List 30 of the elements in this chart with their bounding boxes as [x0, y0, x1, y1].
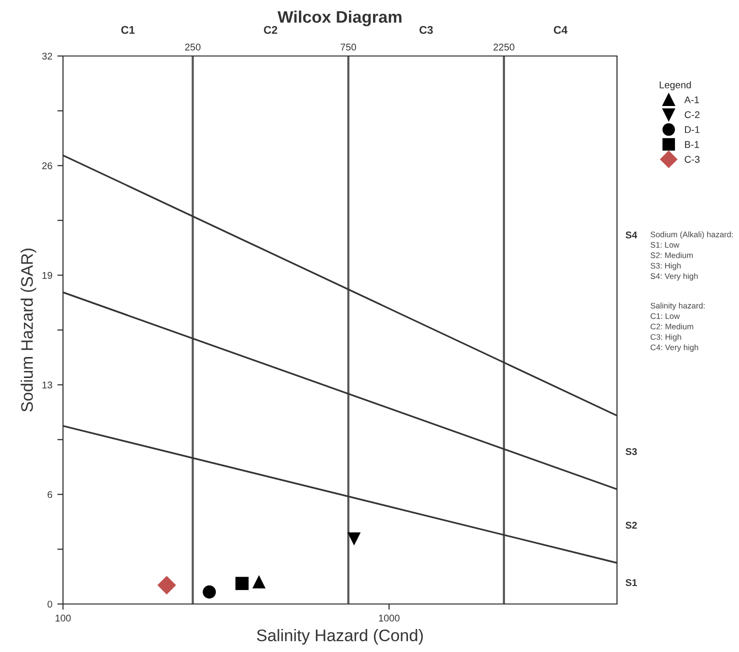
text: Salinity hazard: C1: Low C2: Medium C3: High C4: Very high [650, 302, 705, 352]
legend-label: A-1 [684, 96, 699, 104]
y-tick-label: 19 [42, 272, 52, 279]
y-tick-label: 26 [42, 162, 52, 170]
text: S2 [626, 522, 637, 529]
ref-line-label: 750 [340, 44, 356, 51]
legend-label: D-1 [685, 126, 700, 133]
y-tick-label: 0 [48, 600, 52, 608]
y-axis-title: Sodium Hazard (SAR) [20, 248, 36, 412]
legend-label: C-2 [684, 111, 700, 118]
y-tick-label: 6 [48, 491, 52, 498]
text: C2 [264, 26, 278, 34]
x-tick-label: 100 [56, 614, 71, 622]
x-tick-label: 1000 [379, 614, 400, 622]
text: S3 [626, 448, 637, 456]
legend-label: C-3 [684, 156, 700, 163]
legend-label: B-1 [685, 141, 699, 148]
x-axis-title: Salinity Hazard (Cond) [256, 629, 423, 645]
text: C4 [554, 26, 568, 34]
text: C3 [419, 26, 433, 34]
ref-line-label: 2250 [494, 44, 514, 51]
y-tick-label: 13 [42, 382, 52, 388]
text: S4 [626, 232, 638, 238]
ref-line-label: 250 [185, 44, 200, 51]
text: Sodium (Alkali) hazard: S1: Low S2: Medium S3: High S4: Very high [650, 231, 733, 281]
text: S1 [626, 579, 637, 586]
chart-title: Wilcox Diagram [278, 10, 402, 26]
y-tick-label: 32 [42, 52, 52, 60]
text: C1 [121, 26, 135, 34]
legend-title: Legend [660, 81, 691, 90]
